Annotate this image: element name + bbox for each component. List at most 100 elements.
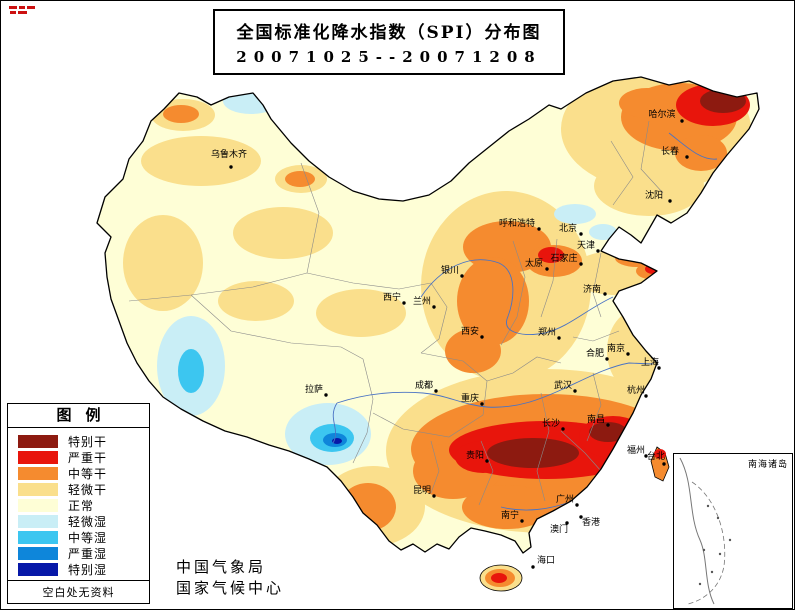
- legend-row: 严重湿: [18, 545, 149, 561]
- city-label: 哈尔滨: [648, 108, 675, 120]
- legend-row: 特别湿: [18, 561, 149, 577]
- city-dot: [685, 155, 689, 159]
- city-dot: [606, 423, 610, 427]
- city-marker: 合肥: [586, 347, 609, 361]
- city-label: 武汉: [554, 379, 572, 391]
- city-marker: 沈阳: [645, 189, 672, 203]
- legend-row: 中等干: [18, 465, 149, 481]
- city-dot: [579, 232, 583, 236]
- legend-label: 特别干: [68, 434, 108, 449]
- city-dot: [324, 393, 328, 397]
- legend-rows: 特别干 严重干 中等干 轻微干 正常 轻微湿 中等湿 严重湿 特别湿: [8, 428, 149, 580]
- legend-row: 轻微干: [18, 481, 149, 497]
- legend-swatch: [18, 514, 58, 528]
- city-marker: 天津: [577, 240, 600, 253]
- city-dot: [603, 292, 607, 296]
- city-marker: 南昌: [587, 413, 610, 427]
- city-dot: [557, 336, 561, 340]
- city-marker: 石家庄: [550, 252, 583, 266]
- city-marker: 昆明: [413, 485, 436, 498]
- city-dot: [531, 565, 535, 569]
- city-label: 合肥: [586, 347, 604, 359]
- legend-label: 严重干: [68, 450, 108, 465]
- map-date-range: 20071025--20071208: [236, 48, 542, 66]
- legend-label: 轻微干: [68, 482, 108, 497]
- city-label: 台北: [647, 450, 665, 462]
- city-marker: 广州: [556, 493, 579, 507]
- city-label: 西安: [461, 325, 479, 337]
- city-marker: 上海: [641, 356, 661, 370]
- legend-row: 中等湿: [18, 529, 149, 545]
- city-label: 南宁: [501, 509, 519, 521]
- legend-no-data-note: 空白处无资料: [8, 580, 149, 603]
- inset-islands: [698, 504, 732, 586]
- legend-swatch: [18, 530, 58, 544]
- city-label: 海口: [537, 554, 555, 566]
- legend-swatch: [18, 562, 58, 576]
- city-label: 拉萨: [305, 383, 323, 395]
- legend-label: 中等干: [68, 466, 108, 481]
- city-label: 西宁: [383, 291, 401, 303]
- city-dot: [626, 352, 630, 356]
- city-label: 郑州: [538, 326, 556, 338]
- corner-stamp-icon: [9, 6, 35, 14]
- city-label: 贵阳: [466, 449, 484, 461]
- city-marker: 乌鲁木齐: [211, 148, 247, 169]
- city-dot: [605, 357, 609, 361]
- city-dot: [565, 521, 569, 525]
- city-dot: [460, 274, 464, 278]
- legend-box: 图例 特别干 严重干 中等干 轻微干 正常 轻微湿 中等湿 严重湿 特别湿 空白处无资料: [7, 403, 150, 604]
- province-boundaries: [128, 120, 664, 506]
- city-label: 澳门: [550, 523, 568, 535]
- city-dot: [596, 249, 600, 253]
- city-marker: 成都: [415, 379, 438, 393]
- map-title: 全国标准化降水指数（SPI）分布图: [236, 23, 542, 43]
- city-marker: 澳门: [550, 521, 569, 535]
- city-label: 北京: [559, 222, 577, 234]
- city-label: 乌鲁木齐: [211, 148, 247, 160]
- legend-swatch: [18, 450, 58, 464]
- city-dot: [402, 301, 406, 305]
- footer-org-line1: 中国气象局: [176, 558, 267, 576]
- city-marker: 香港: [579, 515, 600, 528]
- city-label: 南京: [607, 342, 625, 354]
- city-marker: 贵阳: [466, 449, 489, 463]
- inset-dashed-boundary: [687, 481, 726, 605]
- city-marker: 西宁: [383, 291, 406, 305]
- city-label: 昆明: [413, 485, 431, 496]
- title-box: 全国标准化降水指数（SPI）分布图 20071025--20071208: [213, 9, 565, 75]
- city-marker: 济南: [583, 283, 607, 296]
- city-label: 广州: [556, 493, 574, 505]
- legend-row: 正常: [18, 497, 149, 513]
- city-label: 长春: [661, 145, 679, 157]
- city-label: 杭州: [627, 384, 645, 396]
- city-marker: 郑州: [538, 326, 561, 340]
- city-marker: 西安: [461, 325, 484, 339]
- city-marker: 长沙: [542, 417, 565, 431]
- city-label: 兰州: [413, 295, 431, 307]
- footer-org-line2: 国家气候中心: [176, 579, 285, 597]
- city-dot: [485, 459, 489, 463]
- city-label: 香港: [582, 516, 600, 528]
- city-label: 沈阳: [645, 189, 663, 201]
- legend-label: 轻微湿: [68, 514, 108, 529]
- city-dot: [432, 494, 436, 498]
- city-dot: [561, 427, 565, 431]
- city-label: 银川: [441, 264, 459, 276]
- city-dot: [579, 262, 583, 266]
- city-label: 南昌: [587, 413, 605, 425]
- footer-credit: 中国气象局 国家气候中心: [176, 557, 284, 599]
- city-dot: [573, 389, 577, 393]
- legend-label: 严重湿: [68, 546, 108, 561]
- city-marker: 呼和浩特: [499, 217, 541, 231]
- legend-label: 中等湿: [68, 530, 108, 545]
- city-marker: 太原: [525, 257, 549, 271]
- city-label: 福州: [627, 444, 645, 456]
- city-dot: [229, 165, 233, 169]
- city-marker: 南宁: [501, 509, 524, 523]
- city-dot: [680, 119, 684, 123]
- hainan-island: [479, 564, 523, 592]
